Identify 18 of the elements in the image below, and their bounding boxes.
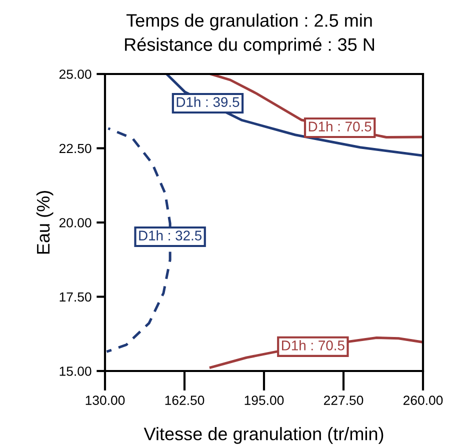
y-tick-label: 22.50 (59, 144, 92, 154)
annotation: D1h : 39.5 (176, 96, 240, 107)
y-axis-title: Eau (%) (36, 191, 54, 254)
y-tick-label: 15.00 (60, 366, 92, 376)
x-tick-label: 130.00 (86, 396, 125, 405)
chart-subtitle: Résistance du comprimé : 35 N (125, 37, 374, 55)
chart-title: Temps de granulation : 2.5 min (126, 14, 372, 30)
x-tick-label: 260.00 (403, 396, 443, 405)
y-tick-label: 17.50 (60, 292, 92, 302)
y-tick-label: 20.00 (59, 218, 92, 228)
y-tick-label: 25.00 (59, 70, 92, 79)
x-tick-label: 227.50 (324, 396, 364, 405)
x-axis-title: Vitesse de granulation (tr/min) (144, 427, 384, 444)
x-tick-label: 195.00 (244, 396, 284, 405)
annotation: D1h : 70.5 (308, 121, 372, 132)
annotation: D1h : 70.5 (282, 340, 344, 350)
annotation: D1h : 32.5 (139, 230, 202, 240)
x-tick-label: 162.50 (165, 396, 204, 405)
